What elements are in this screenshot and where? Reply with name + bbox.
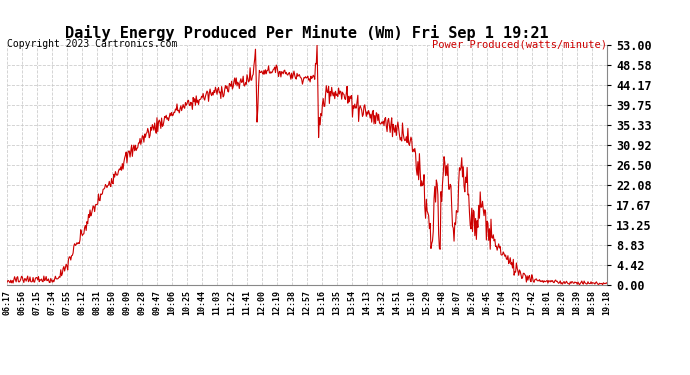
- Title: Daily Energy Produced Per Minute (Wm) Fri Sep 1 19:21: Daily Energy Produced Per Minute (Wm) Fr…: [66, 25, 549, 41]
- Text: Copyright 2023 Cartronics.com: Copyright 2023 Cartronics.com: [7, 39, 177, 50]
- Text: Power Produced(watts/minute): Power Produced(watts/minute): [432, 39, 607, 50]
